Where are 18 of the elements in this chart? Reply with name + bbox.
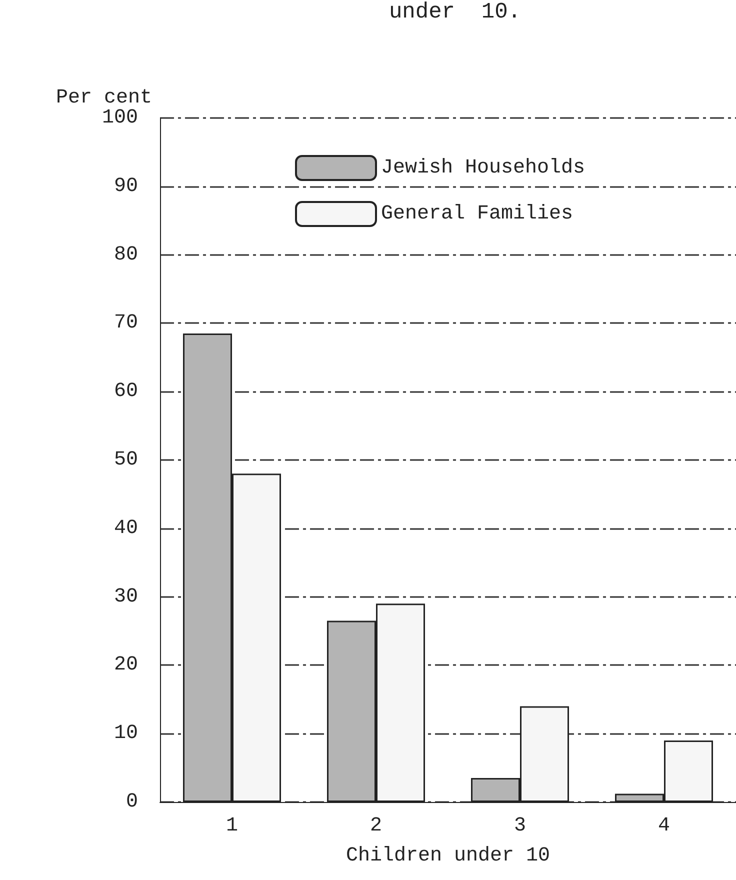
- y-tick-label: 60: [114, 380, 138, 404]
- y-tick-label: 40: [114, 516, 138, 540]
- legend-label: Jewish Households: [381, 156, 586, 180]
- y-tick-label: 20: [114, 654, 138, 677]
- x-tick-label: 3: [514, 814, 526, 838]
- y-tick-label: 0: [126, 790, 138, 814]
- y-tick-label: 30: [114, 585, 138, 608]
- y-tick-label: 70: [114, 312, 138, 335]
- x-tick-label: 1: [226, 814, 238, 838]
- y-tick-label: 50: [114, 448, 138, 472]
- y-tick-label: 80: [114, 243, 138, 266]
- chart-title: under 10.: [388, 0, 522, 24]
- x-tick-label: 2: [370, 814, 382, 838]
- y-tick-label: 10: [114, 722, 138, 746]
- y-tick-label: 90: [114, 174, 138, 198]
- legend-label: General Families: [381, 202, 574, 226]
- x-tick-label: 4: [658, 814, 670, 838]
- x-axis-title: Children under 10: [346, 844, 550, 868]
